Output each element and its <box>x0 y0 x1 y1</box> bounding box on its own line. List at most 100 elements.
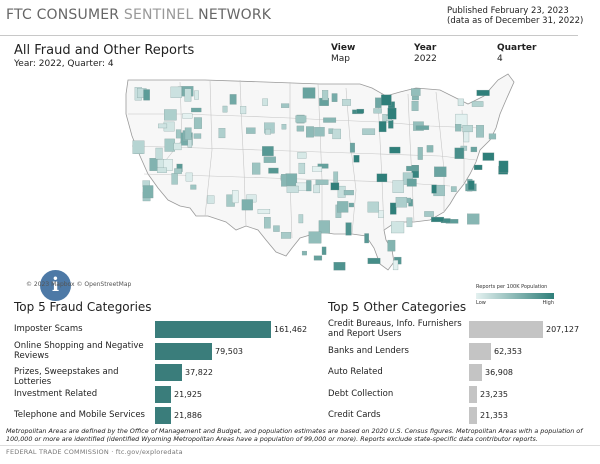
metro-area-region[interactable] <box>406 165 419 172</box>
metro-area-region[interactable] <box>190 184 197 190</box>
metro-area-region[interactable] <box>171 173 178 185</box>
metro-area-region[interactable] <box>390 202 397 215</box>
filter-year[interactable]: Year 2022 <box>414 43 437 65</box>
metro-area-region[interactable] <box>415 125 430 130</box>
metro-area-region[interactable] <box>353 155 360 163</box>
metro-area-region[interactable] <box>265 128 271 135</box>
metro-area-region[interactable] <box>362 128 376 135</box>
filter-quarter-value[interactable]: 4 <box>497 54 503 64</box>
metro-area-region[interactable] <box>315 179 329 185</box>
metro-area-region[interactable] <box>389 146 401 154</box>
metro-area-region[interactable] <box>318 220 330 234</box>
metro-area-region[interactable] <box>337 201 349 213</box>
metro-area-region[interactable] <box>182 113 193 119</box>
other-bar[interactable] <box>469 321 543 338</box>
metro-area-region[interactable] <box>378 121 387 133</box>
metro-area-region[interactable] <box>395 197 408 208</box>
metro-area-region[interactable] <box>424 211 434 217</box>
metro-area-region[interactable] <box>392 180 404 193</box>
metro-area-region[interactable] <box>330 182 340 191</box>
other-bar[interactable] <box>469 385 477 403</box>
metro-area-region[interactable] <box>314 127 325 137</box>
metro-area-region[interactable] <box>218 128 226 139</box>
metro-area-region[interactable] <box>173 142 182 151</box>
metro-area-region[interactable] <box>222 105 228 113</box>
metro-area-region[interactable] <box>321 246 327 255</box>
metro-area-region[interactable] <box>364 233 369 244</box>
metro-area-region[interactable] <box>164 109 177 121</box>
metro-area-region[interactable] <box>297 152 307 159</box>
metro-area-region[interactable] <box>308 231 322 244</box>
metro-area-region[interactable] <box>381 94 392 106</box>
metro-area-region[interactable] <box>281 103 290 108</box>
metro-area-region[interactable] <box>191 107 202 113</box>
metro-area-region[interactable] <box>417 147 423 160</box>
metro-area-region[interactable] <box>281 232 292 239</box>
metro-area-region[interactable] <box>194 90 199 100</box>
fraud-bar[interactable] <box>155 321 271 338</box>
metro-area-region[interactable] <box>313 184 320 194</box>
metro-area-region[interactable] <box>262 98 268 106</box>
metro-area-region[interactable] <box>322 90 329 101</box>
metro-area-region[interactable] <box>391 221 405 234</box>
filter-view-value[interactable]: Map <box>331 54 350 64</box>
metro-area-region[interactable] <box>264 217 271 229</box>
metro-area-region[interactable] <box>476 125 484 138</box>
metro-area-region[interactable] <box>301 250 307 256</box>
metro-area-region[interactable] <box>462 125 473 133</box>
metro-area-region[interactable] <box>241 199 253 211</box>
filter-view[interactable]: View Map <box>331 43 355 65</box>
metro-area-region[interactable] <box>333 171 339 183</box>
metro-area-region[interactable] <box>132 140 145 154</box>
metro-area-region[interactable] <box>342 99 351 106</box>
metro-area-region[interactable] <box>143 89 150 101</box>
info-icon[interactable]: i <box>40 270 71 301</box>
metro-area-region[interactable] <box>285 173 298 186</box>
metro-area-region[interactable] <box>164 138 175 152</box>
metro-area-region[interactable] <box>463 131 470 143</box>
metro-area-region[interactable] <box>373 108 382 114</box>
metro-area-region[interactable] <box>457 98 464 106</box>
metro-area-region[interactable] <box>313 255 323 261</box>
metro-area-region[interactable] <box>175 129 182 139</box>
metro-area-region[interactable] <box>193 133 202 139</box>
metro-area-region[interactable] <box>411 88 421 96</box>
metro-area-region[interactable] <box>476 89 490 96</box>
metro-area-region[interactable] <box>470 146 478 153</box>
metro-area-region[interactable] <box>317 163 329 169</box>
metro-area-region[interactable] <box>281 174 287 187</box>
metro-area-region[interactable] <box>246 127 256 134</box>
metro-area-region[interactable] <box>298 162 306 174</box>
metro-area-region[interactable] <box>392 260 399 271</box>
other-bar[interactable] <box>469 407 477 424</box>
map-canvas[interactable] <box>0 70 600 290</box>
metro-area-region[interactable] <box>306 180 312 192</box>
metro-area-region[interactable] <box>378 210 384 218</box>
us-metro-map[interactable]: i Reports per 100K Population Low High ©… <box>0 70 600 306</box>
metro-area-region[interactable] <box>170 86 182 98</box>
metro-area-region[interactable] <box>333 262 346 271</box>
metro-area-region[interactable] <box>345 222 352 236</box>
metro-area-region[interactable] <box>298 214 304 224</box>
metro-area-region[interactable] <box>268 167 279 174</box>
metro-area-region[interactable] <box>207 195 215 204</box>
metro-area-region[interactable] <box>473 164 483 170</box>
other-bar[interactable] <box>469 364 482 381</box>
metro-area-region[interactable] <box>467 180 475 191</box>
metro-area-region[interactable] <box>434 166 447 177</box>
metro-area-region[interactable] <box>411 165 419 178</box>
metro-area-region[interactable] <box>387 107 397 120</box>
metro-area-region[interactable] <box>388 120 394 129</box>
metro-area-region[interactable] <box>302 87 316 99</box>
metro-area-region[interactable] <box>467 213 480 225</box>
metro-area-region[interactable] <box>158 123 168 129</box>
metro-area-region[interactable] <box>232 190 239 204</box>
metro-area-region[interactable] <box>323 117 337 123</box>
metro-area-region[interactable] <box>482 152 495 161</box>
metro-area-region[interactable] <box>142 185 154 199</box>
metro-area-region[interactable] <box>411 95 419 101</box>
metro-area-region[interactable] <box>296 125 305 132</box>
metro-area-region[interactable] <box>184 88 192 102</box>
metro-area-region[interactable] <box>367 257 381 264</box>
metro-area-region[interactable] <box>406 217 413 228</box>
